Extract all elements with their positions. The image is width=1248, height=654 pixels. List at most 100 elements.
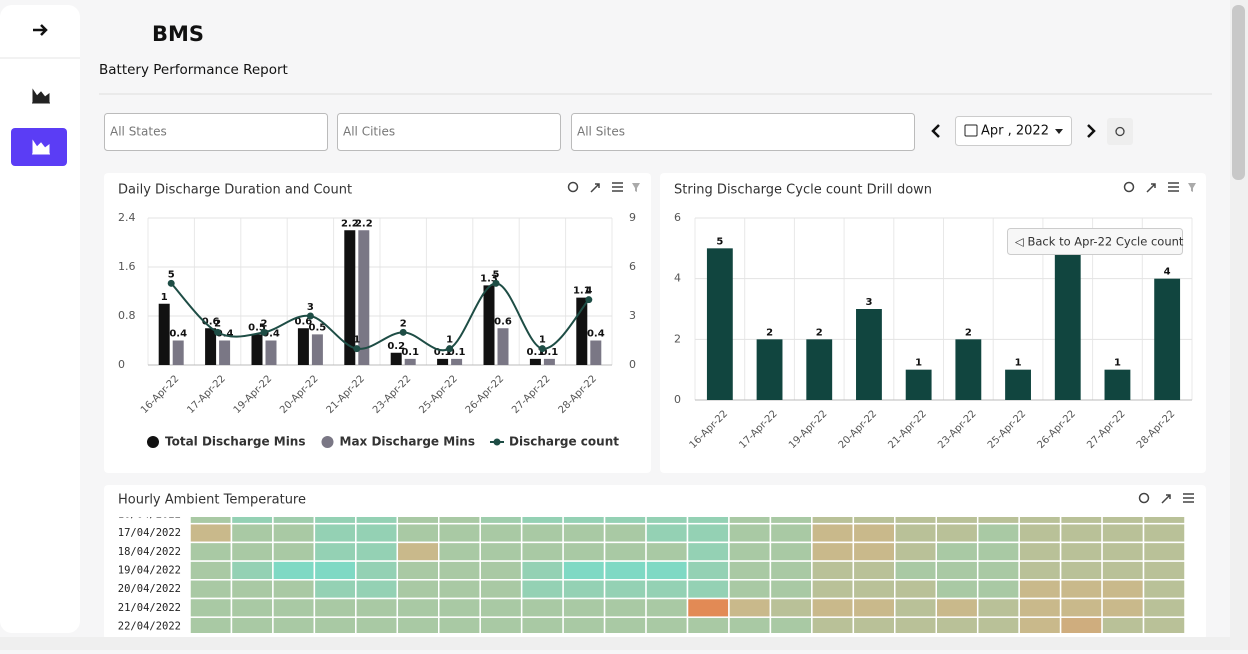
heat-cell — [603, 579, 647, 600]
data-label: 0.6 — [295, 316, 313, 327]
heat-cell — [355, 597, 399, 618]
heat-cell — [189, 597, 233, 618]
data-label: 2 — [766, 327, 773, 338]
heat-cell — [852, 597, 896, 618]
bar — [1005, 369, 1031, 400]
calendar-icon — [964, 124, 978, 137]
line-point — [585, 296, 593, 304]
bar — [1104, 369, 1131, 400]
heat-cell — [396, 560, 440, 581]
bar — [311, 334, 323, 365]
heat-cell — [645, 522, 689, 544]
nav-icon[interactable] — [32, 88, 50, 104]
bar — [158, 303, 170, 365]
heat-cell — [769, 597, 813, 618]
heat-cell — [396, 541, 440, 562]
page-title: BMS — [152, 22, 204, 46]
row-label: 22/04/2022 — [118, 621, 181, 633]
prev-button[interactable] — [931, 124, 940, 138]
line-point — [399, 328, 407, 336]
heat-cell — [313, 560, 357, 581]
heat-cell — [935, 541, 979, 562]
heat-cell — [686, 522, 730, 544]
site-placeholder: All Sites — [577, 125, 625, 139]
heat-cell — [520, 560, 564, 581]
city-select[interactable] — [337, 113, 561, 151]
heat-cell — [1059, 579, 1103, 600]
data-label: 2.2 — [341, 218, 359, 229]
heat-cell — [894, 597, 938, 618]
data-label: 0.1 — [448, 347, 466, 358]
bar — [483, 285, 495, 365]
heat-cell — [438, 579, 481, 600]
heat-cell — [728, 597, 772, 618]
expand-icon[interactable] — [33, 24, 48, 36]
data-label: 0.5 — [309, 322, 327, 333]
data-label: 0.5 — [248, 322, 266, 333]
site-select[interactable] — [571, 113, 915, 151]
heat-cell — [1101, 579, 1145, 600]
y2-tick-label: 0 — [629, 358, 636, 371]
data-label: 1 — [1015, 358, 1022, 369]
heat-cell — [230, 522, 274, 544]
heat-cell — [562, 522, 606, 544]
card-tools[interactable] — [567, 181, 1195, 504]
heat-cell — [1018, 560, 1062, 581]
data-label: 0.6 — [202, 316, 220, 327]
heat-cell — [1142, 560, 1186, 581]
data-label: 2 — [965, 327, 972, 338]
line-point — [446, 345, 454, 353]
heat-cell — [852, 522, 896, 544]
city-placeholder: All Cities — [343, 125, 395, 139]
y2-tick-label: 6 — [629, 260, 636, 273]
y-tick-label: 0 — [674, 393, 681, 406]
data-label: 3 — [865, 297, 872, 308]
heat-cell — [313, 522, 357, 544]
heat-cell — [396, 522, 440, 544]
heat-cell — [935, 579, 979, 600]
heat-cell — [728, 522, 772, 544]
heat-cell — [272, 560, 316, 581]
state-select[interactable] — [104, 113, 328, 151]
date-button[interactable] — [955, 116, 1072, 146]
back-button[interactable] — [1007, 228, 1183, 255]
y2-tick-label: 3 — [629, 309, 636, 322]
heat-cell — [189, 541, 233, 562]
data-label: 0.4 — [587, 329, 605, 340]
heat-cell — [811, 597, 855, 618]
bar — [856, 309, 882, 400]
scroll-thumb[interactable] — [1232, 5, 1245, 180]
line — [170, 282, 590, 352]
refresh-button[interactable] — [1107, 118, 1133, 145]
data-label: 0.1 — [434, 347, 452, 358]
bar — [905, 369, 932, 400]
bar — [344, 230, 356, 365]
heat-cell — [313, 579, 357, 600]
bar — [756, 339, 783, 400]
bar — [437, 358, 449, 365]
heat-cell — [728, 560, 772, 581]
bar — [390, 352, 402, 365]
heat-cell — [1018, 522, 1062, 544]
y-tick-label: 0.8 — [118, 309, 136, 322]
heat-cell — [894, 541, 938, 562]
heat-cell — [935, 522, 979, 544]
next-button[interactable] — [1087, 124, 1096, 138]
data-label: 5 — [493, 269, 500, 280]
data-label: 1 — [353, 335, 360, 346]
heat-cell — [645, 579, 689, 600]
heat-cell — [769, 522, 813, 544]
data-label: 0.1 — [541, 347, 559, 358]
heat-cell — [438, 522, 481, 544]
bar — [358, 230, 370, 365]
bar — [590, 340, 602, 365]
line-point — [260, 328, 268, 336]
heat-cell — [355, 541, 399, 562]
data-label: 3 — [307, 302, 314, 313]
heat-cell — [976, 560, 1020, 581]
data-label: 1 — [161, 292, 168, 303]
heat-cell — [479, 597, 523, 618]
bar — [172, 340, 184, 365]
data-label: 1 — [446, 335, 453, 346]
